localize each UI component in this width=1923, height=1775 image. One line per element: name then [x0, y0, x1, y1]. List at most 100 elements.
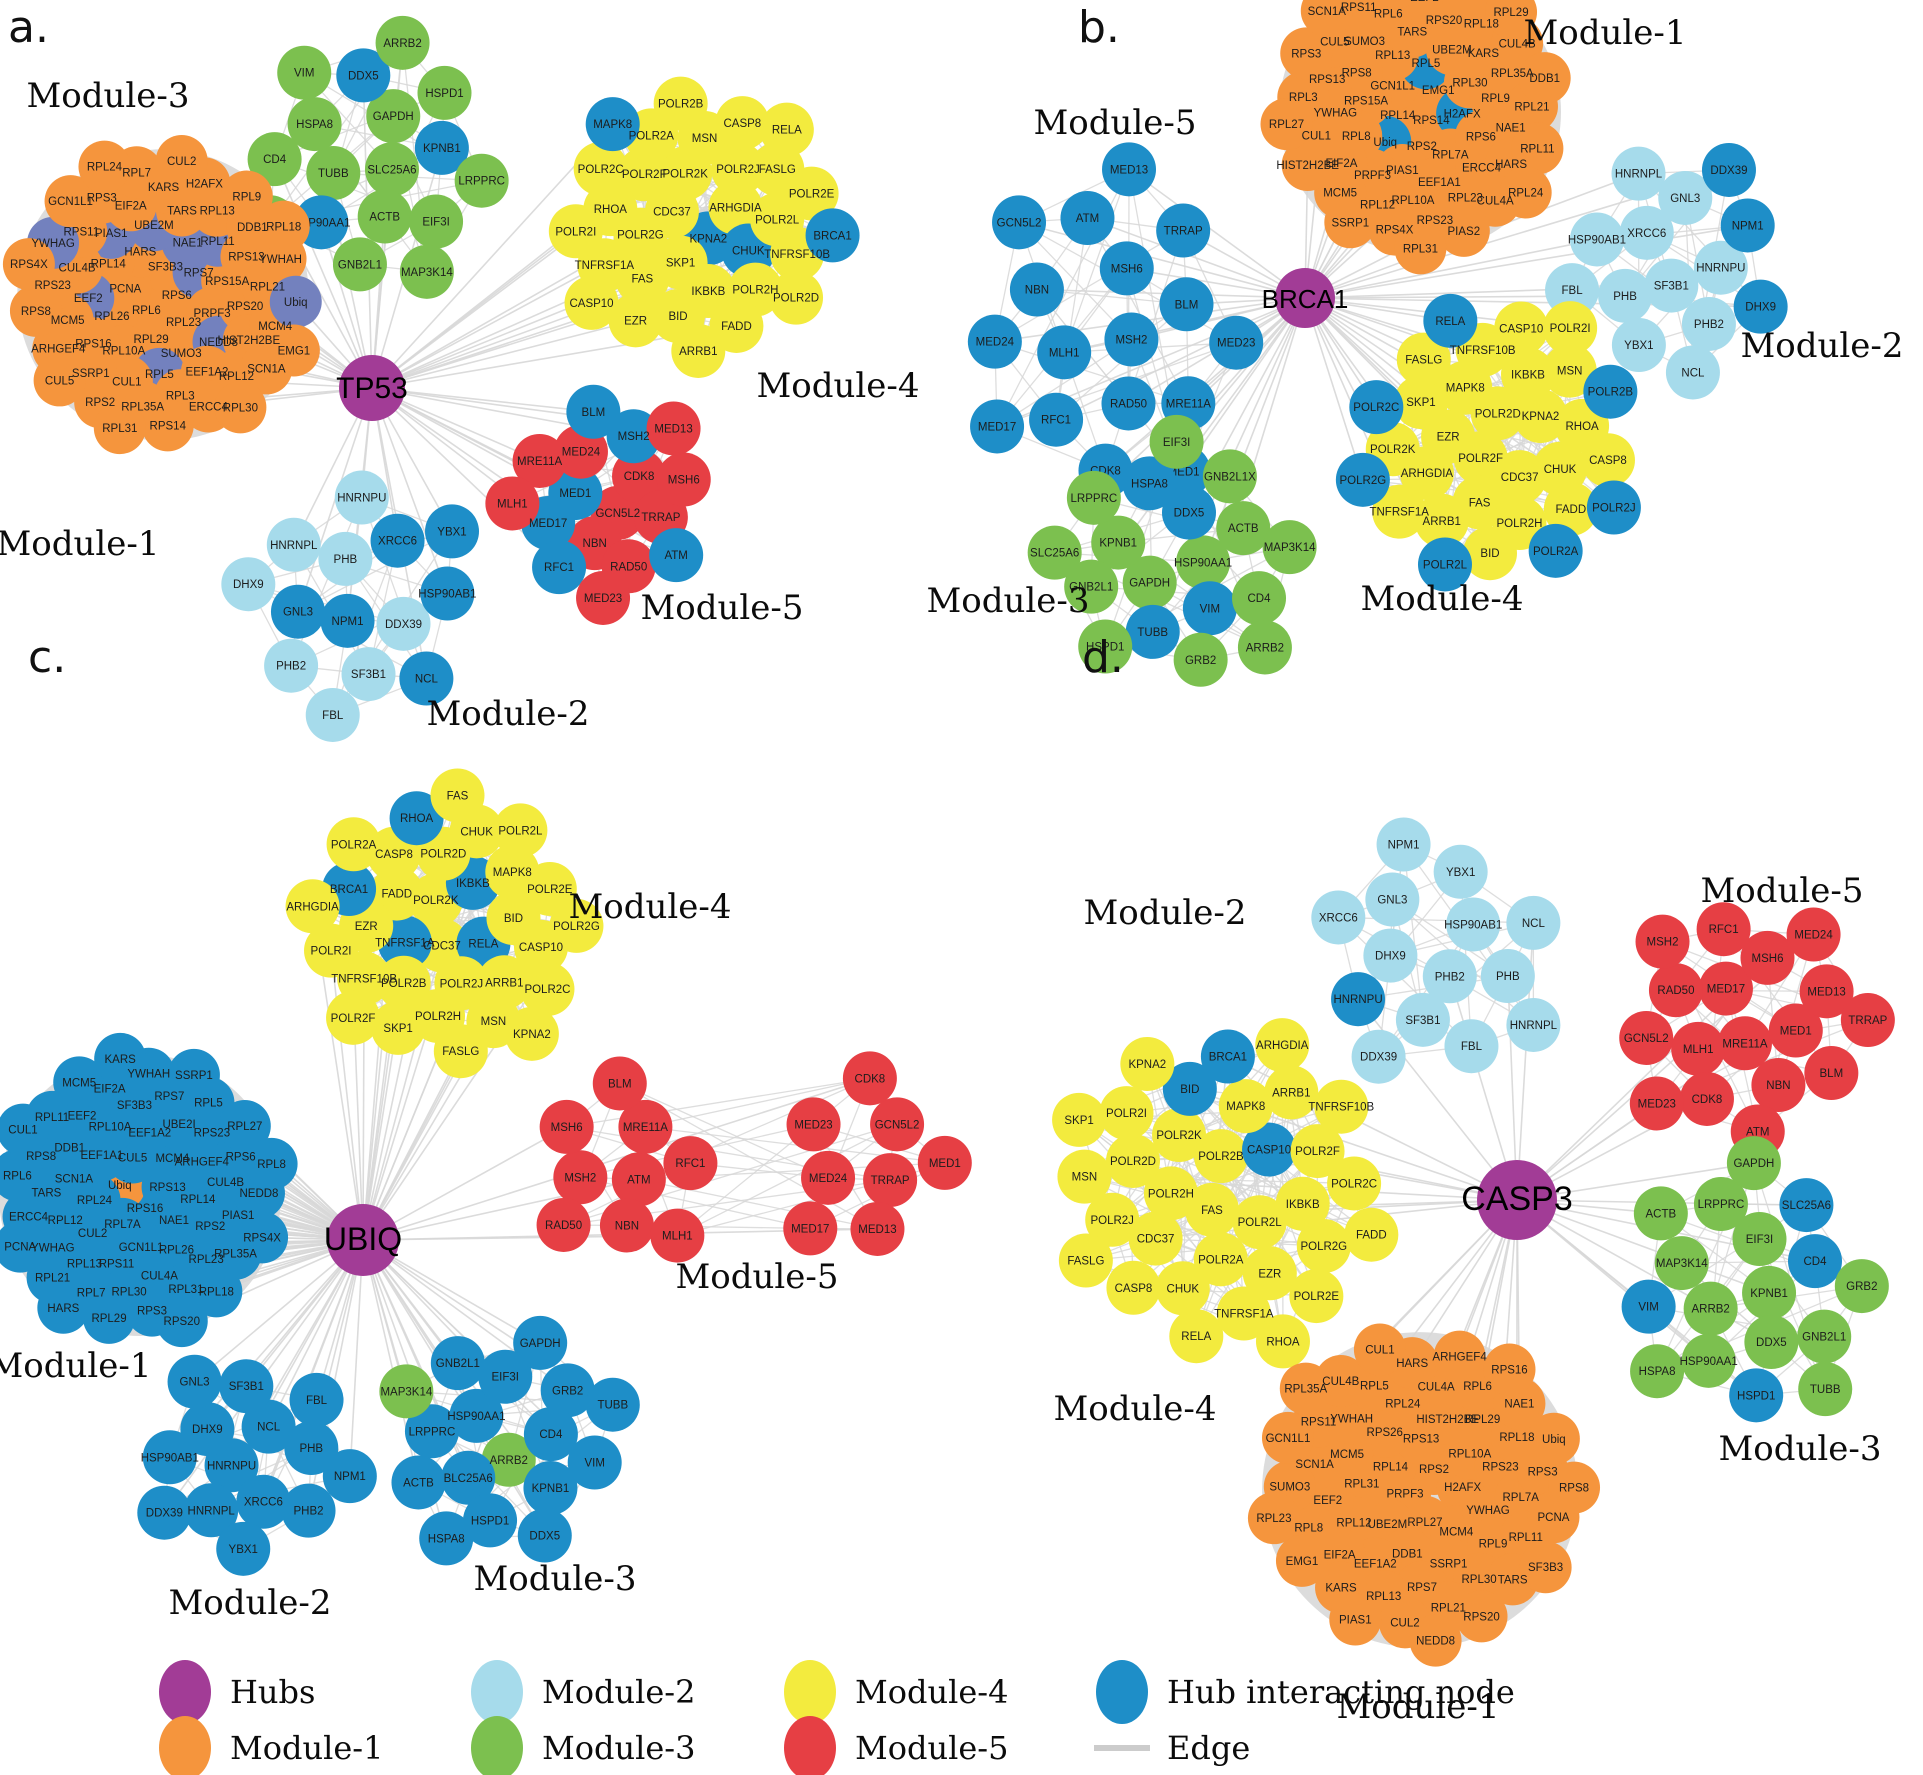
node-YBX1[interactable]	[1433, 844, 1488, 899]
node-POLR2J[interactable]	[1085, 1192, 1140, 1247]
node-EZR[interactable]	[608, 293, 663, 348]
node-CASP8[interactable]	[1106, 1260, 1161, 1315]
node-POLR2B[interactable]	[1583, 364, 1638, 419]
node-RPL31[interactable]	[1394, 222, 1447, 275]
node-TRRAP[interactable]	[1840, 993, 1895, 1048]
hub-UBIQ[interactable]	[327, 1204, 399, 1276]
node-RAD50[interactable]	[1101, 376, 1156, 431]
node-RPS20[interactable]	[155, 1295, 208, 1348]
node-TUBB[interactable]	[585, 1377, 640, 1432]
node-RELA[interactable]	[759, 102, 814, 157]
node-NPM1[interactable]	[320, 593, 375, 648]
node-BLM[interactable]	[1159, 277, 1214, 332]
node-MSH2[interactable]	[1635, 914, 1690, 969]
node-POLR2B[interactable]	[376, 955, 431, 1010]
node-MRE11A[interactable]	[512, 433, 567, 488]
node-GNB2L1[interactable]	[430, 1336, 485, 1391]
node-RPL6[interactable]	[0, 1149, 44, 1202]
node-MLH1[interactable]	[485, 476, 540, 531]
node-Ubiq[interactable]	[269, 275, 322, 328]
node-KPNB1[interactable]	[1091, 515, 1146, 570]
node-RPL9[interactable]	[220, 170, 273, 223]
node-POLR2A[interactable]	[1528, 523, 1583, 578]
node-PHB[interactable]	[1480, 949, 1535, 1004]
hub-BRCA1[interactable]	[1275, 268, 1335, 328]
node-CDC37[interactable]	[1128, 1211, 1183, 1266]
node-GAPDH[interactable]	[366, 89, 421, 144]
node-DDX39[interactable]	[376, 596, 431, 651]
node-ARRB1[interactable]	[1414, 493, 1469, 548]
node-CUL1[interactable]	[1353, 1323, 1406, 1376]
node-GCN5L2[interactable]	[1619, 1010, 1674, 1065]
node-DHX9[interactable]	[1363, 928, 1418, 983]
node-RHOA[interactable]	[1255, 1314, 1310, 1369]
node-IKBKB[interactable]	[1500, 347, 1555, 402]
node-RPL35A[interactable]	[1279, 1362, 1332, 1415]
node-POLR2I[interactable]	[548, 204, 603, 259]
node-RELA[interactable]	[1169, 1309, 1224, 1364]
node-EMG1[interactable]	[1275, 1534, 1328, 1587]
node-PIAS2[interactable]	[1437, 204, 1490, 257]
node-TNFRSF1A[interactable]	[1216, 1286, 1271, 1341]
node-VIM[interactable]	[1182, 581, 1237, 636]
node-GNL3[interactable]	[270, 584, 325, 639]
node-RPL18[interactable]	[257, 200, 310, 253]
node-HSPA8[interactable]	[1122, 456, 1177, 511]
node-KPNB1[interactable]	[523, 1461, 578, 1516]
node-POLR2L[interactable]	[1232, 1195, 1287, 1250]
node-CDK8[interactable]	[842, 1051, 897, 1106]
node-XRCC6[interactable]	[1311, 890, 1366, 945]
node-POLR2C[interactable]	[520, 962, 575, 1017]
node-TRRAP[interactable]	[863, 1153, 918, 1208]
node-RPL8[interactable]	[245, 1137, 298, 1190]
node-HSP90AA1[interactable]	[449, 1388, 504, 1443]
node-RPL29[interactable]	[83, 1291, 136, 1344]
node-BLM[interactable]	[566, 384, 621, 439]
node-ATM[interactable]	[1060, 191, 1115, 246]
node-MED23[interactable]	[576, 570, 631, 625]
node-LRPPRC[interactable]	[404, 1404, 459, 1459]
node-MAPK8[interactable]	[585, 97, 640, 152]
node-MED1[interactable]	[917, 1135, 972, 1190]
node-KPNA2[interactable]	[504, 1006, 559, 1061]
node-FBL[interactable]	[1545, 263, 1600, 318]
node-ATM[interactable]	[649, 528, 704, 583]
node-FADD[interactable]	[709, 298, 764, 353]
node-PCNA[interactable]	[0, 1220, 47, 1273]
node-SF3B1[interactable]	[219, 1359, 274, 1414]
node-MAP3K14[interactable]	[399, 244, 454, 299]
node-NBN[interactable]	[599, 1198, 654, 1253]
node-SF3B3[interactable]	[1519, 1541, 1572, 1594]
node-BRCA1[interactable]	[1200, 1029, 1255, 1084]
node-MLH1[interactable]	[650, 1208, 705, 1263]
node-EMG1[interactable]	[267, 324, 320, 377]
node-YBX1[interactable]	[216, 1521, 271, 1576]
node-RPS16[interactable]	[1483, 1343, 1536, 1396]
node-ACTB[interactable]	[1216, 501, 1271, 556]
node-SF3B1[interactable]	[1644, 258, 1699, 313]
node-RAD50[interactable]	[536, 1197, 591, 1252]
node-POLR2I[interactable]	[1543, 301, 1598, 356]
node-RHOA[interactable]	[389, 791, 444, 846]
node-BRCA1[interactable]	[805, 208, 860, 263]
node-SF3B1[interactable]	[341, 647, 396, 702]
node-RPL24[interactable]	[1499, 166, 1552, 219]
node-SKP1[interactable]	[1052, 1092, 1107, 1147]
node-MSN[interactable]	[1542, 343, 1597, 398]
node-POLR2G[interactable]	[1335, 452, 1390, 507]
node-GAPDH[interactable]	[1122, 555, 1177, 610]
node-HSP90AB1[interactable]	[420, 566, 475, 621]
node-DDX39[interactable]	[1701, 142, 1756, 197]
node-RPL11[interactable]	[1511, 122, 1564, 175]
node-ATM[interactable]	[611, 1152, 666, 1207]
node-MLH1[interactable]	[1037, 325, 1092, 380]
hub-CASP3[interactable]	[1477, 1160, 1557, 1240]
node-LRPPRC[interactable]	[454, 153, 509, 208]
node-SF3B1[interactable]	[1395, 992, 1450, 1047]
node-MED24[interactable]	[1786, 907, 1841, 962]
node-ACTB[interactable]	[357, 189, 412, 244]
node-CHUK[interactable]	[1155, 1261, 1210, 1316]
node-EIF3I[interactable]	[1732, 1212, 1787, 1267]
node-VIM[interactable]	[277, 45, 332, 100]
node-POLR2I[interactable]	[1099, 1086, 1154, 1141]
